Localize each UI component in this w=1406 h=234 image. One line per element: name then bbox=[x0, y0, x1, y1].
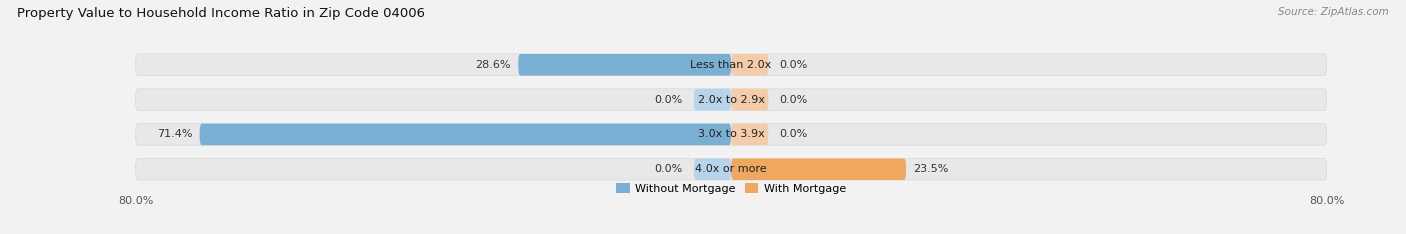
Text: 28.6%: 28.6% bbox=[475, 60, 510, 70]
FancyBboxPatch shape bbox=[695, 89, 731, 110]
FancyBboxPatch shape bbox=[200, 124, 731, 145]
FancyBboxPatch shape bbox=[731, 124, 768, 145]
Text: 4.0x or more: 4.0x or more bbox=[696, 164, 766, 174]
FancyBboxPatch shape bbox=[731, 158, 905, 180]
Text: 3.0x to 3.9x: 3.0x to 3.9x bbox=[697, 129, 765, 139]
FancyBboxPatch shape bbox=[135, 54, 1327, 76]
Text: 71.4%: 71.4% bbox=[156, 129, 193, 139]
Text: 2.0x to 2.9x: 2.0x to 2.9x bbox=[697, 95, 765, 105]
FancyBboxPatch shape bbox=[519, 54, 731, 76]
Text: 0.0%: 0.0% bbox=[779, 60, 808, 70]
FancyBboxPatch shape bbox=[695, 158, 731, 180]
Text: 0.0%: 0.0% bbox=[779, 95, 808, 105]
FancyBboxPatch shape bbox=[731, 89, 768, 110]
Text: 0.0%: 0.0% bbox=[654, 95, 683, 105]
Text: 0.0%: 0.0% bbox=[654, 164, 683, 174]
Text: Source: ZipAtlas.com: Source: ZipAtlas.com bbox=[1278, 7, 1389, 17]
Text: Property Value to Household Income Ratio in Zip Code 04006: Property Value to Household Income Ratio… bbox=[17, 7, 425, 20]
Text: 0.0%: 0.0% bbox=[779, 129, 808, 139]
Legend: Without Mortgage, With Mortgage: Without Mortgage, With Mortgage bbox=[612, 179, 851, 198]
Text: 23.5%: 23.5% bbox=[914, 164, 949, 174]
FancyBboxPatch shape bbox=[135, 89, 1327, 110]
FancyBboxPatch shape bbox=[731, 54, 768, 76]
Text: Less than 2.0x: Less than 2.0x bbox=[690, 60, 772, 70]
FancyBboxPatch shape bbox=[135, 158, 1327, 180]
FancyBboxPatch shape bbox=[135, 124, 1327, 145]
